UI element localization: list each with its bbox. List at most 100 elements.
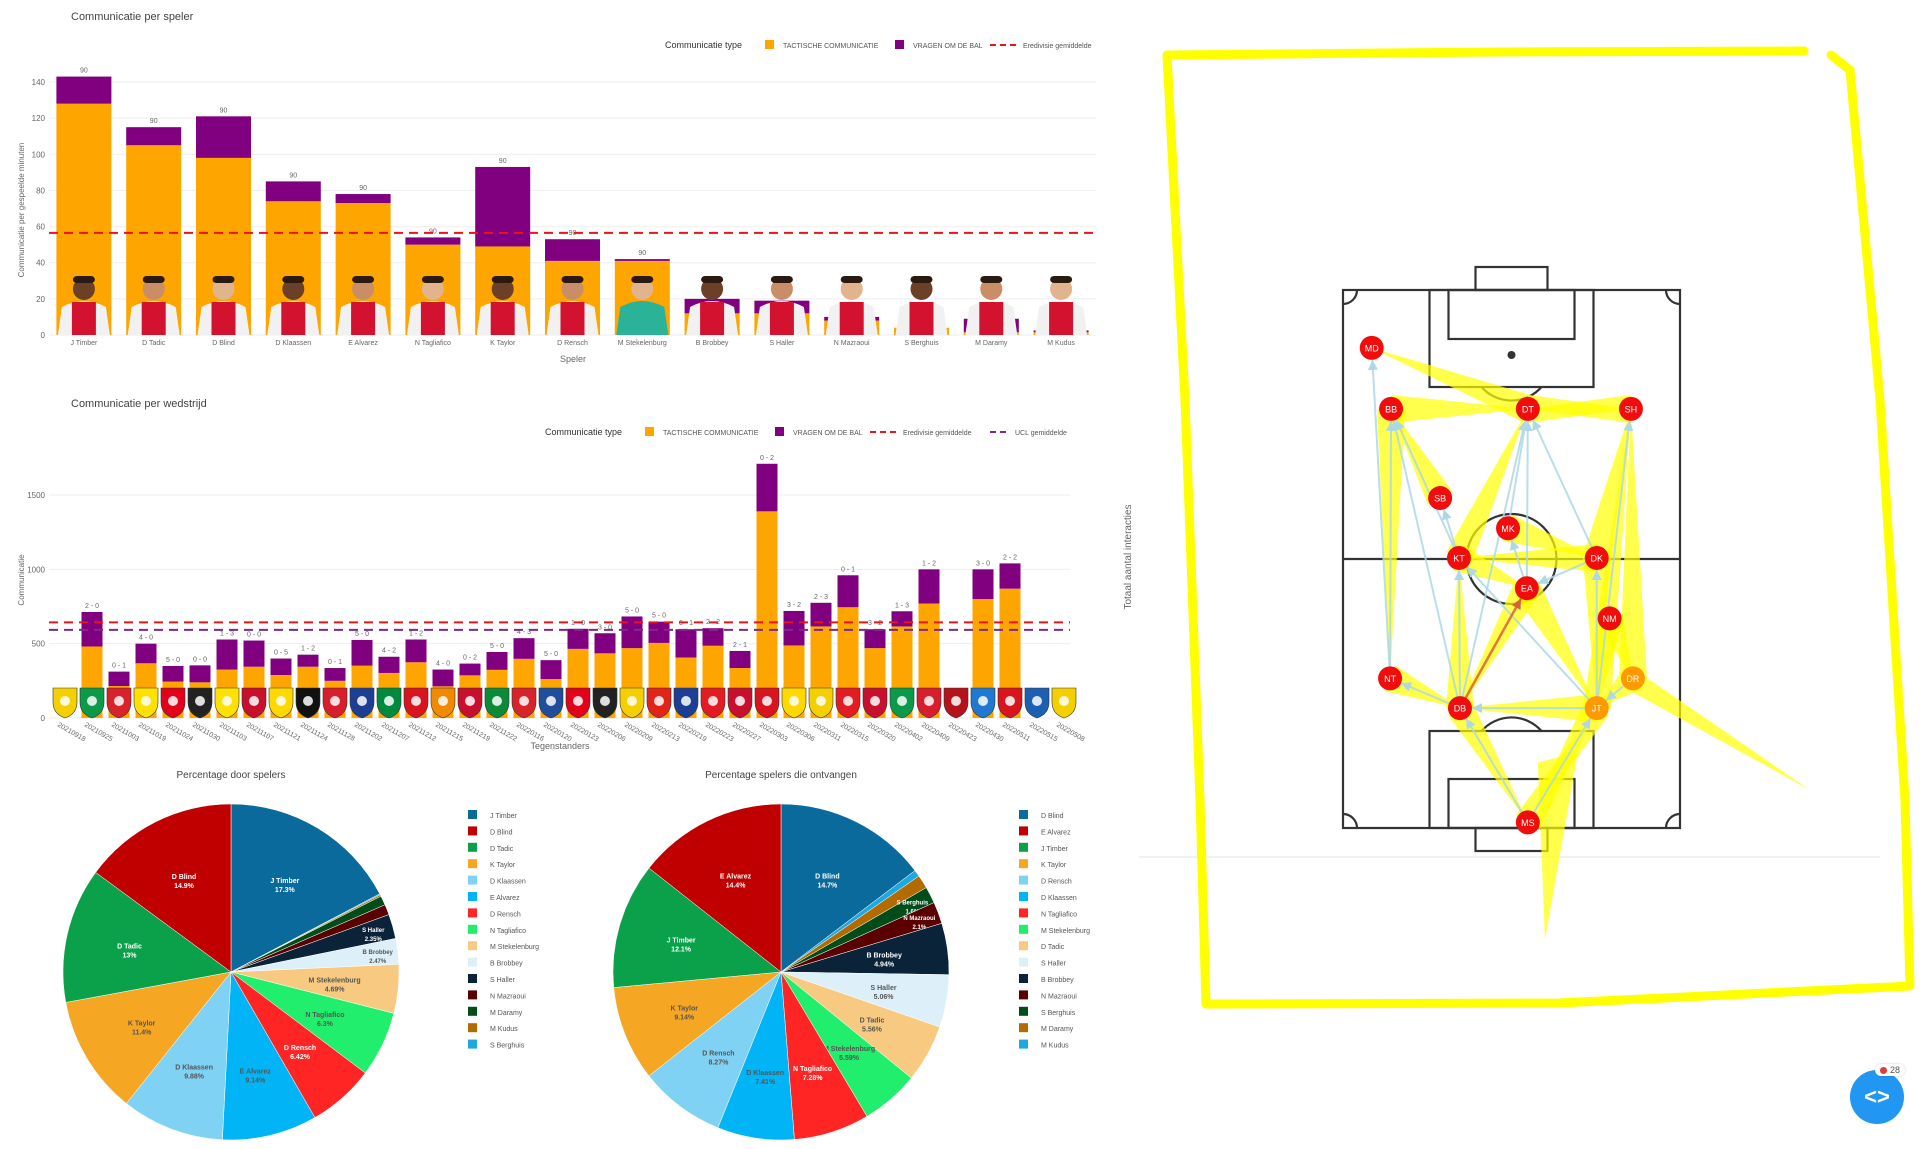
- opponent-logo-emblem: [573, 696, 583, 706]
- bar-ask-ball: [999, 563, 1021, 589]
- bar-ask-ball: [196, 116, 251, 158]
- bar-minutes-label: 90: [359, 185, 367, 192]
- x-tick-label: 20220306: [785, 722, 816, 744]
- legend-swatch: [468, 810, 477, 819]
- pie-slice-label: N Tagliafico: [793, 1066, 832, 1073]
- corner-arc: [1664, 812, 1681, 829]
- penalty-spot: [1507, 351, 1516, 359]
- x-tick-label: 20220209: [623, 722, 654, 744]
- player-photo: [406, 276, 459, 335]
- y-tick-label: 140: [32, 78, 46, 87]
- opponent-logo: [484, 687, 510, 719]
- player-jersey-stripe: [351, 302, 376, 335]
- player-photo: [755, 276, 808, 335]
- opponent-logo: [268, 687, 294, 719]
- y-tick-label: 60: [36, 223, 45, 232]
- bar-ask-ball: [972, 569, 994, 600]
- player-jersey-stripe: [420, 302, 445, 335]
- opponent-logo-emblem: [492, 696, 502, 706]
- legend-swatch: [468, 924, 477, 934]
- pie-slice-value: 2.1%: [913, 925, 927, 931]
- bar-ask-ball: [459, 663, 481, 676]
- player-hair: [282, 276, 305, 283]
- opponent-logo: [781, 687, 807, 719]
- pie-slice-label: D Blind: [815, 874, 840, 881]
- bar-ask-ball: [864, 629, 886, 649]
- opponent-logo-emblem: [546, 696, 556, 706]
- legend-item: D Blind: [490, 829, 513, 836]
- pie-slice-label: B Brobbey: [363, 950, 394, 956]
- y-axis-label: Totaal aantal interacties: [1123, 504, 1134, 609]
- bar-ask-ball: [783, 610, 805, 646]
- bar-minutes-label: 90: [638, 250, 646, 257]
- interaction-wedge: [1595, 616, 1624, 709]
- interaction-arrow-head: [1467, 566, 1478, 578]
- interaction-arrow: [1526, 717, 1592, 823]
- interaction-wedge: [1632, 668, 1810, 790]
- legend-swatch: [468, 1023, 477, 1033]
- pie-slice-label: N Mazraoui: [903, 916, 935, 922]
- pie-slice-label: S Berghuis: [897, 900, 929, 906]
- opponent-logo: [673, 687, 699, 719]
- pie-slice: [95, 803, 232, 973]
- pie-slice-value: 14.7%: [817, 883, 838, 890]
- legend-swatch: [468, 974, 477, 983]
- pie-slice-label: N Tagliafico: [305, 1012, 344, 1019]
- bar-ask-ball: [265, 181, 321, 202]
- interaction-arrow: [1466, 566, 1598, 709]
- legend-item: M Daramy: [490, 1010, 523, 1017]
- player-head: [561, 278, 584, 300]
- opponent-logo: [79, 687, 105, 719]
- legend-item: S Haller: [1041, 961, 1067, 968]
- opponent-logo-emblem: [87, 696, 97, 706]
- x-tick-label: D Klaassen: [275, 340, 311, 347]
- x-tick-label: 20220206: [596, 722, 627, 744]
- y-tick-label: 0: [41, 714, 46, 723]
- opponent-logo-emblem: [870, 696, 880, 706]
- opponent-logo-emblem: [276, 696, 286, 706]
- opponent-logo: [52, 687, 78, 719]
- interaction-wedge: [1391, 394, 1528, 423]
- player-hair: [631, 276, 654, 283]
- opponent-logo-emblem: [789, 696, 799, 706]
- legend-swatch: [1019, 1023, 1028, 1033]
- badge-count: 28: [1890, 1065, 1901, 1075]
- notification-badge[interactable]: 28: [1875, 1064, 1906, 1076]
- x-tick-label: M Stekelenburg: [618, 340, 667, 347]
- player-photo: [197, 276, 250, 335]
- legend-item: N Tagliafico: [490, 928, 526, 935]
- player-node-label: KT: [1453, 553, 1465, 563]
- legend-label-tactical: TACTISCHE COMMUNICATIE: [783, 43, 879, 50]
- x-tick-label: 20211107: [245, 722, 275, 743]
- interaction-arrow-head: [1367, 359, 1378, 371]
- opponent-logo: [619, 687, 645, 719]
- x-tick-label: 20210918: [56, 722, 87, 744]
- pie-slice-label: B Brobbey: [866, 953, 902, 960]
- pie-slice-value: 14.4%: [726, 882, 747, 889]
- opponent-logo-emblem: [600, 696, 610, 706]
- player-jersey-stripe: [141, 302, 166, 335]
- opponent-logo: [646, 687, 672, 719]
- player-photo: [476, 276, 529, 335]
- pie-slice-label: D Rensch: [284, 1045, 316, 1052]
- bar-ask-ball: [614, 259, 670, 261]
- legend-item: D Tadic: [490, 846, 514, 853]
- interaction-arrow: [1371, 359, 1392, 679]
- legend-item: M Kudus: [1041, 1043, 1069, 1050]
- code-toggle-button[interactable]: <>: [1850, 1070, 1904, 1124]
- bar-score-label: 0 - 2: [760, 455, 774, 462]
- opponent-logo: [943, 687, 969, 719]
- pie-slice-label: K Taylor: [671, 1006, 699, 1013]
- interaction-arrow-highlight: [1458, 598, 1523, 709]
- y-tick-label: 40: [36, 259, 45, 268]
- player-photo: [1035, 276, 1088, 335]
- corner-arc: [1342, 812, 1359, 829]
- legend-item: M Stekelenburg: [1041, 928, 1090, 935]
- opponent-logo: [403, 687, 429, 719]
- legend-swatch: [1019, 990, 1028, 1000]
- player-head: [212, 278, 235, 300]
- bar-ask-ball: [216, 639, 238, 670]
- interaction-arrow-head: [1581, 718, 1591, 730]
- player-photo: [616, 276, 669, 335]
- pie-slice-value: 9.14%: [245, 1077, 266, 1084]
